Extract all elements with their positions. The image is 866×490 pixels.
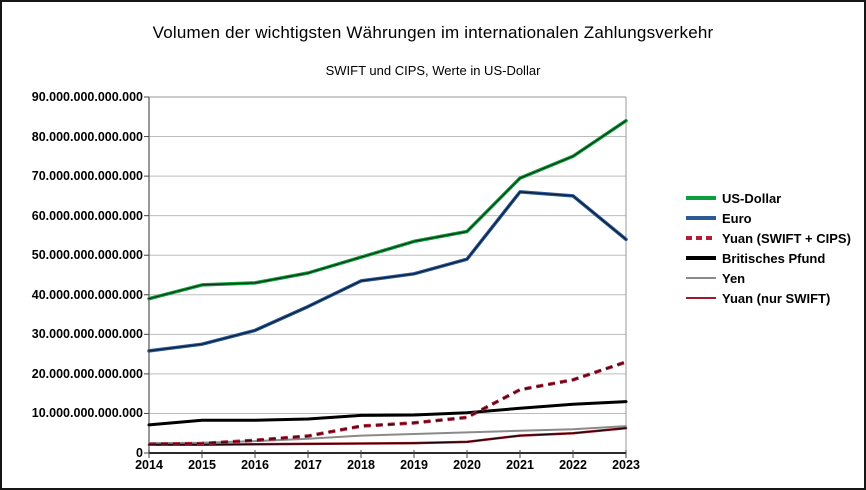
legend-swatch-line (686, 196, 716, 200)
legend-item-label: Euro (722, 210, 752, 226)
series-line (148, 425, 627, 445)
legend-swatch-line (686, 256, 716, 260)
x-axis-tick-label: 2023 (612, 458, 640, 472)
y-axis-tick-label: 80.000.000.000.000 (31, 129, 143, 144)
legend-item-label: US-Dollar (722, 190, 782, 206)
legend-item: Euro (686, 208, 851, 228)
x-axis-tick-label: 2019 (400, 458, 428, 472)
y-axis-tick-label: 60.000.000.000.000 (31, 208, 143, 223)
y-axis-tick-label: 40.000.000.000.000 (31, 287, 143, 302)
y-axis-tick-label: 10.000.000.000.000 (31, 406, 143, 421)
legend-swatch-line (686, 276, 716, 280)
legend-item: US-Dollar (686, 188, 851, 208)
y-axis-tick-label: 0 (136, 446, 143, 460)
legend-item: Britisches Pfund (686, 248, 851, 268)
legend-item: Yuan (SWIFT + CIPS) (686, 228, 851, 248)
x-axis-tick-label: 2021 (506, 458, 534, 472)
legend: US-Dollar Euro Yuan (SWIFT + CIPS) Britisch… (686, 188, 851, 308)
x-axis-tick-label: 2018 (347, 458, 375, 472)
x-axis-tick-label: 2017 (294, 458, 322, 472)
legend-item: Yen (686, 268, 851, 288)
series-line (147, 400, 628, 427)
x-axis-tick-label: 2014 (135, 458, 163, 472)
chart-title: Volumen der wichtigsten Währungen im int… (152, 23, 714, 42)
chart-subtitle: SWIFT und CIPS, Werte in US-Dollar (325, 63, 541, 78)
series-line (147, 118, 628, 301)
y-axis-tick-label: 70.000.000.000.000 (31, 169, 143, 184)
line-chart (144, 96, 628, 458)
x-axis-tick-label: 2015 (188, 458, 216, 472)
y-axis-tick-label: 90.000.000.000.000 (31, 90, 143, 104)
legend-item-label: Yen (722, 270, 746, 286)
series-line (148, 427, 627, 446)
series-line (148, 191, 627, 352)
legend-swatch-line (686, 216, 716, 220)
y-axis-tick-label: 30.000.000.000.000 (31, 327, 143, 342)
legend-item-label: Yuan (nur SWIFT) (722, 290, 831, 306)
legend-swatch-line (686, 296, 716, 300)
plot-area (144, 96, 628, 458)
x-axis-tick-label: 2016 (241, 458, 269, 472)
x-axis-tick-label: 2022 (559, 458, 587, 472)
legend-swatch-line (686, 236, 716, 240)
x-axis-tick-label: 2020 (453, 458, 481, 472)
legend-item-label: Yuan (SWIFT + CIPS) (722, 230, 851, 246)
legend-item-label: Britisches Pfund (722, 250, 826, 266)
series-line (148, 120, 627, 300)
y-axis-tick-label: 20.000.000.000.000 (31, 366, 143, 381)
y-axis-tick-label: 50.000.000.000.000 (31, 248, 143, 263)
legend-item: Yuan (nur SWIFT) (686, 288, 851, 308)
